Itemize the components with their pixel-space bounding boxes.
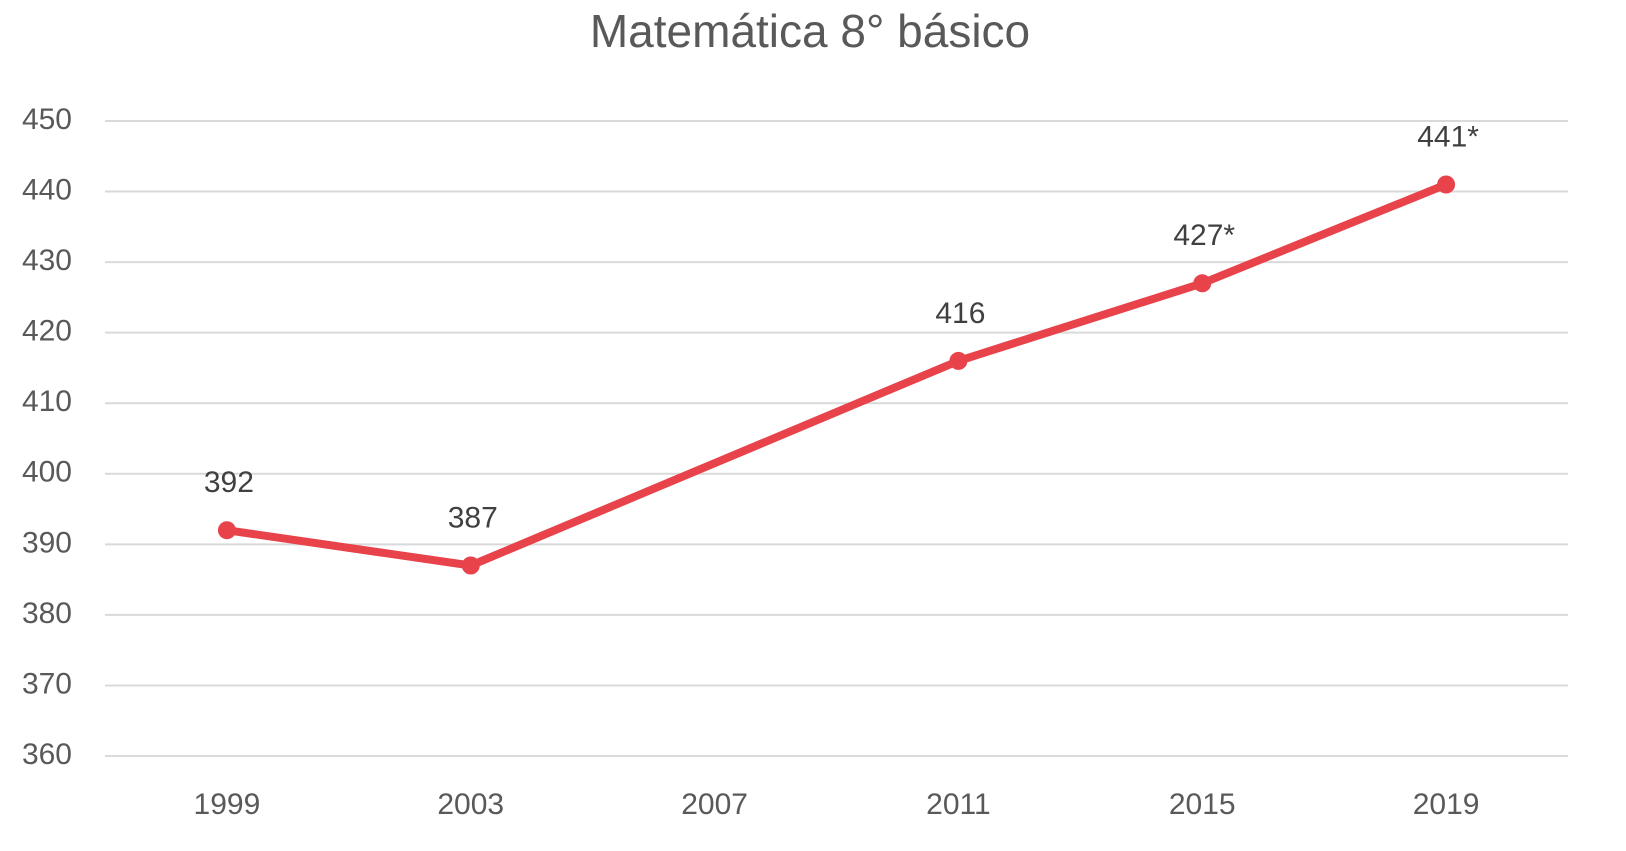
- y-tick-label: 420: [22, 315, 72, 348]
- y-tick-label: 430: [22, 244, 72, 277]
- marker: [949, 351, 968, 370]
- y-tick-label: 380: [22, 597, 72, 630]
- marker: [1437, 175, 1456, 194]
- data-label: 387: [448, 501, 498, 534]
- y-tick-label: 360: [22, 738, 72, 771]
- y-tick-label: 410: [22, 385, 72, 418]
- line: [226, 180, 1448, 570]
- data-label: 427*: [1173, 219, 1235, 252]
- chart-title: Matemática 8° básico: [590, 5, 1030, 57]
- data-label: 441*: [1417, 120, 1479, 153]
- y-tick-label: 450: [22, 103, 72, 136]
- marker: [217, 521, 236, 540]
- marker: [1193, 274, 1212, 293]
- x-tick-label: 2007: [681, 788, 748, 821]
- marker: [461, 556, 480, 575]
- x-tick-label: 2019: [1413, 788, 1480, 821]
- x-tick-label: 2015: [1169, 788, 1236, 821]
- x-tick-label: 1999: [194, 788, 261, 821]
- data-label: 392: [204, 466, 254, 499]
- y-tick-label: 440: [22, 173, 72, 206]
- data-label: 416: [935, 297, 985, 330]
- y-tick-label: 370: [22, 667, 72, 700]
- y-tick-label: 400: [22, 456, 72, 489]
- x-tick-label: 2011: [926, 788, 991, 821]
- y-tick-label: 390: [22, 526, 72, 559]
- x-tick-label: 2003: [437, 788, 504, 821]
